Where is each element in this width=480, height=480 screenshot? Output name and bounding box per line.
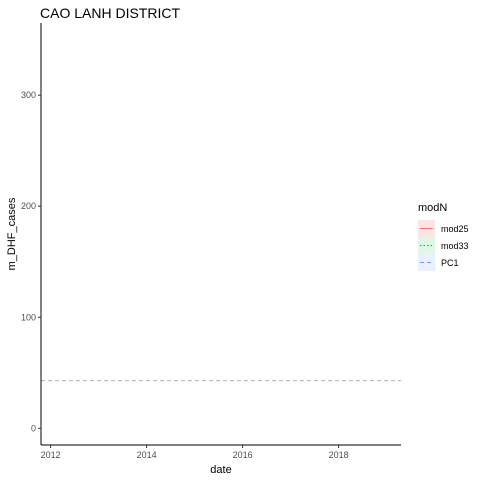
legend-item-mod33: mod33 [418,237,469,254]
legend-label: PC1 [441,258,459,268]
x-tick-label: 2014 [137,450,157,460]
y-tick-label: 300 [21,90,36,100]
legend-key [418,237,435,254]
y-tick-label: 200 [21,201,36,211]
x-tick-label: 2016 [233,450,253,460]
legend-item-PC1: PC1 [418,254,459,271]
legend-key [418,254,435,271]
legend-item-mod25: mod25 [418,220,469,237]
y-axis: 0 100 200 300 [21,23,42,445]
y-axis-title: m_DHF_cases [6,197,18,270]
x-tick-label: 2018 [329,450,349,460]
y-tick-label: 0 [31,423,36,433]
legend-title: modN [418,202,447,214]
legend-label: mod33 [441,241,469,251]
x-axis-title: date [210,464,231,476]
x-axis: 2012 2014 2016 2018 [41,444,401,460]
legend: modN mod25 mod33 PC1 [418,202,469,271]
y-tick-label: 100 [21,312,36,322]
chart-title: CAO LANH DISTRICT [40,5,180,21]
x-tick-label: 2012 [41,450,61,460]
legend-label: mod25 [441,224,469,234]
